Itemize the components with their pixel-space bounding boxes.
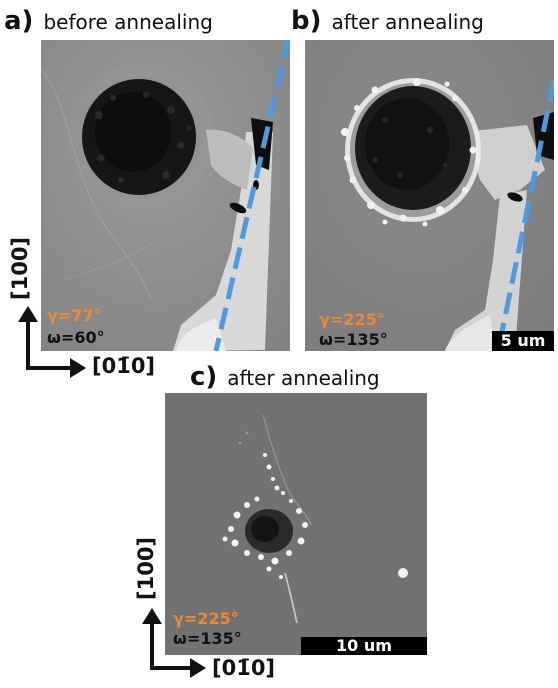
panel-c-image bbox=[165, 393, 427, 655]
panel-b-caption: after annealing bbox=[331, 10, 484, 34]
panel-b-scalebar: 5 um bbox=[492, 331, 554, 351]
axis-arrow-vertical-head-c bbox=[142, 608, 162, 624]
panel-a-caption: before annealing bbox=[43, 10, 213, 34]
panel-a-micrograph: γ=77° ω=60° bbox=[41, 40, 290, 351]
panel-b-title: b) after annealing bbox=[291, 8, 484, 34]
axis-label-100-ab: [100] bbox=[8, 236, 32, 300]
panel-c-letter: c) bbox=[190, 362, 218, 392]
panel-a-dashed-line bbox=[213, 40, 290, 351]
panel-a-gamma: γ=77° bbox=[47, 306, 102, 325]
axis-label-100-c: [100] bbox=[134, 536, 158, 600]
panel-b-omega: ω=135° bbox=[319, 330, 388, 349]
panel-c-omega: ω=135° bbox=[173, 629, 242, 648]
panel-b-letter: b) bbox=[291, 6, 322, 36]
panel-c-scalebar: 10 um bbox=[301, 637, 427, 655]
panel-b-micrograph: γ=225° ω=135° 5 um bbox=[305, 40, 554, 351]
panel-a-image bbox=[41, 40, 290, 351]
panel-b-image bbox=[305, 40, 554, 351]
axis-arrow-horizontal-head bbox=[70, 358, 86, 378]
axis-label-010-c: [01̄0] bbox=[212, 656, 276, 680]
panel-c-gamma: γ=225° bbox=[173, 609, 239, 628]
panel-c-micrograph: γ=225° ω=135° 10 um bbox=[165, 393, 427, 655]
panel-a-omega: ω=60° bbox=[47, 328, 105, 347]
axis-arrow-vertical-head bbox=[18, 306, 38, 322]
panel-b-dashed-line bbox=[495, 79, 554, 351]
panel-a-letter: a) bbox=[4, 6, 34, 36]
panel-c-caption: after annealing bbox=[227, 366, 380, 390]
axis-label-010-ab: [01̄0] bbox=[92, 354, 156, 378]
panel-a-title: a) before annealing bbox=[4, 8, 213, 34]
axis-arrow-horizontal-head-c bbox=[190, 658, 206, 678]
panel-c-title: c) after annealing bbox=[190, 364, 380, 390]
panel-b-gamma: γ=225° bbox=[319, 310, 385, 329]
